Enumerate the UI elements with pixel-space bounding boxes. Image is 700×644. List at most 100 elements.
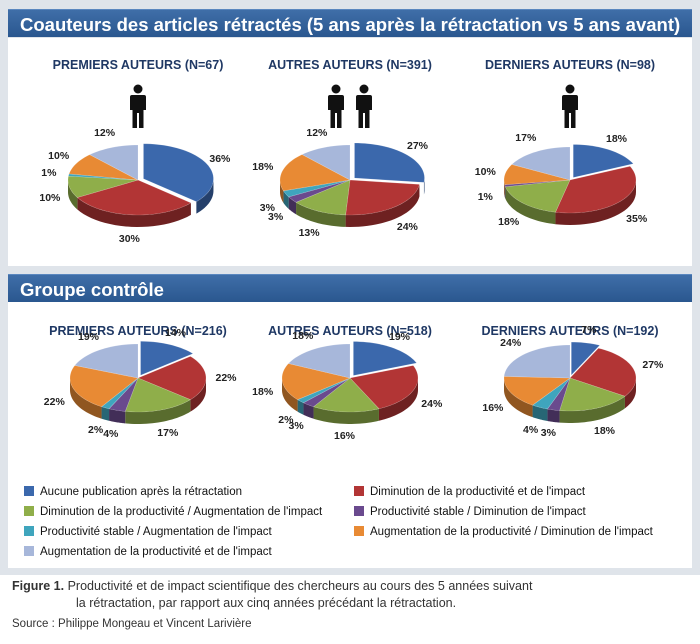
- data-label: 22%: [215, 372, 237, 384]
- data-label: 24%: [396, 221, 418, 234]
- caption-label: Figure 1.: [12, 579, 65, 593]
- pie-slice: [140, 340, 194, 376]
- pie-slice: [504, 179, 571, 213]
- pie-slice: [143, 143, 214, 203]
- pie-slice-side: [504, 378, 533, 418]
- data-label: 22%: [43, 395, 65, 408]
- legend-swatch: [354, 486, 364, 496]
- data-label: 1%: [41, 166, 57, 179]
- pie-slice-side: [313, 406, 379, 424]
- legend-item: Aucune publication après la rétractation: [24, 484, 242, 500]
- pie-chart: [67, 143, 214, 227]
- pie-slice: [571, 341, 601, 376]
- data-label: 18%: [593, 424, 616, 437]
- caption-line-2: la rétractation, par rapport aux cinq an…: [76, 596, 457, 610]
- pie-slice: [67, 175, 139, 198]
- pie-slice-side: [345, 184, 420, 227]
- data-label: 19%: [388, 330, 411, 343]
- pie-slice-side: [125, 399, 191, 424]
- pie-title: AUTRES AUTEURS (N=391): [268, 58, 432, 72]
- data-label: 3%: [288, 419, 304, 432]
- pie-slice-side: [196, 178, 214, 214]
- data-label: 12%: [94, 126, 116, 139]
- pie-slice-side: [624, 378, 636, 409]
- pie-slice: [89, 144, 139, 181]
- legend-label: Augmentation de la productivité et de l'…: [40, 546, 272, 558]
- data-label: 10%: [48, 149, 70, 162]
- pie-slice: [124, 377, 192, 413]
- legend-item: Productivité stable / Augmentation de l'…: [24, 524, 272, 540]
- pie-title: DERNIERS AUTEURS (N=192): [481, 324, 659, 338]
- data-label: 3%: [540, 427, 556, 440]
- pie-slice: [281, 363, 351, 401]
- data-label: 35%: [626, 212, 648, 225]
- section-header-retracted: Coauteurs des articles rétractés (5 ans …: [8, 9, 692, 37]
- data-label: 4%: [103, 427, 119, 440]
- legend-label: Augmentation de la productivité / Diminu…: [370, 526, 653, 538]
- pie-slice: [76, 179, 192, 216]
- pie-slice: [301, 144, 351, 181]
- data-label: 18%: [252, 161, 274, 174]
- data-label: 7%: [581, 324, 597, 337]
- pie-slice: [572, 144, 634, 178]
- panel-retracted: PREMIERS AUTEURS (N=67) 36% 30% 10% 1% 10% 12%…: [8, 38, 692, 266]
- legend-swatch: [24, 506, 34, 516]
- legend-item: Diminution de la productivité / Augmenta…: [24, 504, 322, 520]
- panel-control: Aucune publication après la rétractation…: [8, 302, 692, 568]
- data-label: 27%: [406, 140, 429, 153]
- data-label: 24%: [421, 398, 443, 411]
- data-label: 24%: [500, 336, 522, 349]
- pie-slice: [353, 341, 418, 376]
- data-label: 10%: [39, 192, 61, 205]
- pie-slice-side: [190, 378, 206, 412]
- pie-slice: [555, 165, 637, 214]
- data-label: 18%: [605, 132, 628, 145]
- pie-slice: [511, 146, 571, 181]
- person-icon: [562, 84, 578, 128]
- data-label: 14%: [164, 326, 187, 339]
- pie-slice-side: [109, 408, 126, 424]
- person-icon: [130, 84, 146, 128]
- pie-slice-side: [283, 190, 289, 209]
- data-label: 18%: [498, 216, 520, 229]
- section-header-control: Groupe contrôle: [8, 274, 692, 302]
- pie-slice: [345, 179, 420, 216]
- pie-slice: [312, 377, 380, 413]
- pie-slice-side: [555, 180, 636, 225]
- data-label: 2%: [88, 423, 104, 436]
- pie-slice: [279, 154, 351, 192]
- data-label: 18%: [292, 329, 314, 342]
- legend-label: Diminution de la productivité et de l'im…: [370, 486, 586, 498]
- legend-label: Productivité stable / Diminution de l'im…: [370, 506, 586, 518]
- pie-slice-side: [288, 196, 297, 215]
- legend-item: Diminution de la productivité et de l'im…: [354, 484, 585, 500]
- pie-chart: [69, 340, 207, 424]
- pie-title: PREMIERS AUTEURS (N=67): [52, 58, 224, 72]
- pie-slice-side: [282, 378, 298, 412]
- pie-title: PREMIERS AUTEURS (N=216): [49, 324, 227, 338]
- legend-label: Productivité stable / Augmentation de l'…: [40, 526, 272, 538]
- pie-chart: [279, 142, 425, 227]
- data-label: 16%: [333, 429, 356, 442]
- figure: Coauteurs des articles rétractés (5 ans …: [0, 0, 700, 575]
- pie-slice-side: [378, 378, 418, 421]
- data-label: 27%: [642, 358, 664, 371]
- pie-slice-side: [547, 409, 560, 423]
- legend-swatch: [24, 526, 34, 536]
- legend-item: Productivité stable / Diminution de l'im…: [354, 504, 586, 520]
- data-label: 19%: [77, 330, 100, 343]
- pie-slice: [68, 154, 139, 181]
- data-label: 3%: [259, 202, 275, 215]
- legend-item: Augmentation de la productivité / Diminu…: [354, 524, 653, 540]
- pie-slice: [503, 344, 571, 379]
- data-label: 3%: [268, 210, 284, 223]
- pie-slice: [349, 365, 419, 410]
- pie-chart: [503, 144, 637, 225]
- pie-slice: [569, 347, 637, 397]
- person-icon: [328, 84, 344, 128]
- pie-slice: [295, 179, 351, 216]
- section-title-retracted: Coauteurs des articles rétractés (5 ans …: [20, 14, 681, 35]
- pie-slice-side: [532, 405, 548, 422]
- pie-slice-side: [296, 202, 346, 227]
- pie-slice-side: [77, 197, 191, 227]
